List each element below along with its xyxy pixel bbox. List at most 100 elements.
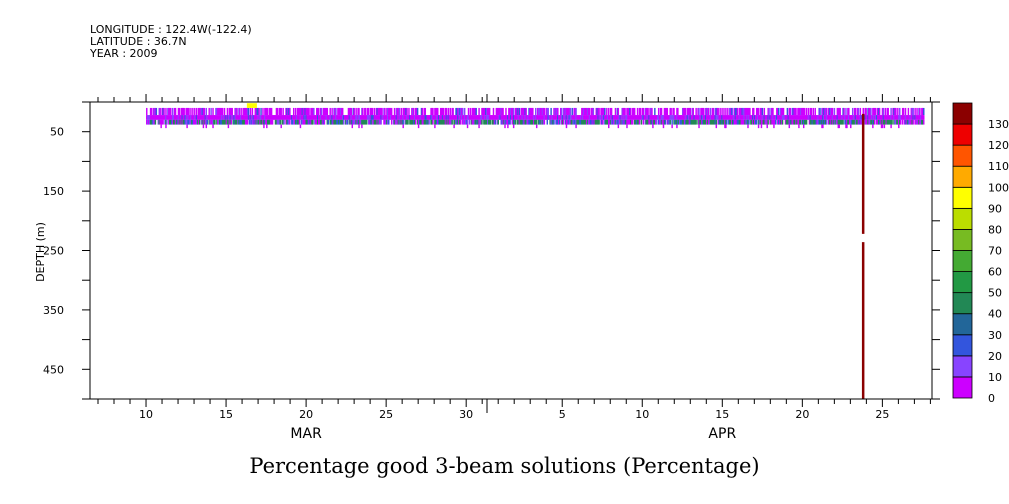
heatmap-cell (917, 115, 919, 120)
heatmap-cell (855, 119, 858, 125)
heatmap-cell (423, 107, 426, 116)
heatmap-cell (676, 124, 678, 129)
heatmap-cell (571, 119, 573, 125)
heatmap-cell (810, 115, 813, 120)
heatmap-cell (405, 115, 407, 120)
colorbar-label: 50 (988, 287, 1002, 300)
heatmap-cell (258, 107, 260, 116)
heatmap-cell (375, 115, 378, 120)
heatmap-cell (795, 107, 797, 116)
heatmap-cell (287, 119, 289, 125)
heatmap-cell (774, 119, 776, 125)
heatmap-cell (384, 115, 386, 120)
heatmap-cell (167, 115, 169, 120)
heatmap-cell (571, 107, 573, 116)
heatmap-cell (587, 119, 590, 125)
heatmap-cell (264, 115, 266, 120)
heatmap-cell (239, 115, 241, 120)
heatmap-cell (416, 107, 419, 116)
heatmap-cell (483, 107, 485, 116)
heatmap-cell (460, 119, 462, 125)
heatmap-cell (812, 107, 815, 116)
heatmap-cell (499, 115, 501, 120)
heatmap-cell (512, 107, 515, 116)
heatmap-cell (611, 115, 614, 120)
heatmap-cell (276, 115, 279, 120)
heatmap-cell (787, 115, 790, 120)
heatmap-cell (778, 115, 781, 120)
heatmap-cell (788, 115, 791, 120)
heatmap-cell (853, 115, 856, 120)
heatmap-cell (184, 119, 186, 125)
heatmap-cell (673, 107, 675, 116)
heatmap-cell (349, 119, 352, 125)
heatmap-cell (413, 119, 416, 125)
heatmap-cell (160, 119, 162, 125)
heatmap-cell (408, 107, 410, 116)
heatmap-cell (415, 115, 418, 120)
heatmap-cell (493, 115, 496, 120)
heatmap-cell (523, 115, 525, 120)
heatmap-cell (588, 119, 591, 125)
heatmap-cell (194, 119, 196, 125)
heatmap-cell (576, 119, 578, 125)
heatmap-cell (818, 115, 820, 120)
heatmap-cell (280, 124, 282, 129)
heatmap-cell (671, 119, 673, 125)
colorbar-swatch (952, 376, 973, 399)
heatmap-cell (355, 107, 357, 116)
heatmap-cell (873, 119, 875, 125)
heatmap-cell (563, 107, 566, 116)
heatmap-cell (872, 115, 874, 120)
heatmap-cell (715, 107, 718, 116)
heatmap-cell (818, 107, 820, 116)
heatmap-cell (469, 107, 472, 116)
heatmap-cell (408, 115, 410, 120)
heatmap-cell (718, 115, 720, 120)
heatmap-cell (221, 115, 224, 120)
heatmap-cell (725, 124, 727, 129)
heatmap-cell (659, 115, 662, 120)
heatmap-cell (380, 115, 382, 120)
heatmap-cell (487, 107, 490, 116)
heatmap-cell (193, 115, 195, 120)
heatmap-cell (223, 115, 226, 120)
heatmap-cell (774, 115, 776, 120)
heatmap-cell (155, 115, 158, 120)
heatmap-cell (864, 107, 866, 116)
heatmap-cell (680, 119, 682, 125)
heatmap-cell (787, 119, 790, 125)
heatmap-cell (703, 115, 705, 120)
heatmap-cell (821, 115, 823, 120)
heatmap-cell (242, 119, 244, 125)
heatmap-cell (778, 119, 780, 125)
heatmap-cell (631, 115, 633, 120)
heatmap-cell (340, 107, 342, 116)
heatmap-cell (260, 115, 262, 120)
heatmap-cell (789, 119, 791, 125)
heatmap-cell (319, 119, 322, 125)
heatmap-cell (887, 115, 889, 120)
heatmap-cell (166, 115, 168, 120)
heatmap-cell (724, 124, 726, 129)
heatmap-cell (452, 115, 454, 120)
heatmap-cell (893, 107, 895, 116)
heatmap-cell (407, 119, 409, 125)
heatmap-cell (310, 115, 312, 120)
heatmap-cell (520, 119, 523, 125)
heatmap-cell (221, 107, 224, 116)
heatmap-cell (619, 119, 621, 125)
heatmap-cell (655, 119, 657, 125)
heatmap-cell (914, 115, 916, 120)
heatmap-cell (723, 107, 725, 116)
heatmap-cell (701, 107, 703, 116)
heatmap-cell (265, 115, 267, 120)
heatmap-cell (650, 107, 652, 116)
heatmap-cell (842, 115, 844, 120)
heatmap-cell (871, 119, 873, 125)
heatmap-cell (606, 115, 608, 120)
colorbar-swatch (952, 123, 973, 146)
heatmap-cell (605, 119, 607, 125)
heatmap-cell (399, 115, 402, 120)
heatmap-cell (499, 107, 501, 116)
